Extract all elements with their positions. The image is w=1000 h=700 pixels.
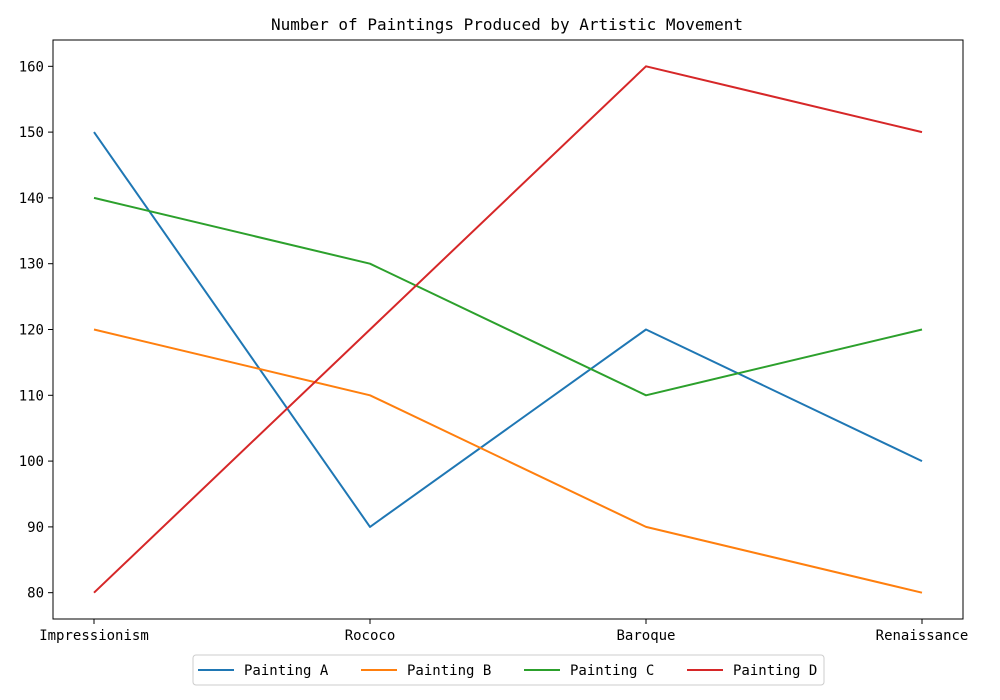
y-tick-label: 140 [19,191,44,207]
legend-box [192,654,825,686]
series-line-painting-b [93,328,923,594]
legend: Painting A Painting B Painting C Painting D [192,654,825,686]
legend-label-painting-c: Painting C [570,663,654,679]
series-line-painting-d [93,65,923,594]
y-tick-label: 120 [19,323,44,339]
chart-title: Number of Paintings Produced by Artistic… [271,15,743,34]
y-tick-label: 110 [19,388,44,404]
series-line-painting-c [93,196,923,397]
series-group [93,65,923,594]
legend-label-painting-b: Painting B [407,663,491,679]
y-tick-label: 80 [27,586,44,602]
x-tick-label: Renaissance [876,628,969,644]
y-tick-label: 130 [19,257,44,273]
x-tick-label: Baroque [616,628,675,644]
y-axis: 80 90 100 110 120 130 140 150 160 [19,59,53,602]
series-line-painting-a [93,131,923,528]
legend-label-painting-d: Painting D [733,663,817,679]
y-tick-label: 100 [19,454,44,470]
x-axis: Impressionism Rococo Baroque Renaissance [39,619,968,644]
y-tick-label: 160 [19,59,44,75]
x-tick-label: Impressionism [39,628,149,644]
legend-label-painting-a: Painting A [244,663,329,679]
y-tick-label: 150 [19,125,44,141]
x-tick-label: Rococo [345,628,396,644]
y-tick-label: 90 [27,520,44,536]
